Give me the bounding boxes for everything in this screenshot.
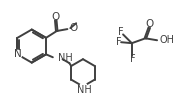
Text: F: F bbox=[116, 37, 122, 47]
Text: O: O bbox=[52, 12, 60, 22]
Text: N: N bbox=[14, 49, 22, 59]
Text: F: F bbox=[118, 27, 124, 37]
Text: OH: OH bbox=[159, 35, 174, 45]
Text: F: F bbox=[130, 54, 136, 64]
Text: NH: NH bbox=[58, 53, 72, 63]
Text: O: O bbox=[145, 19, 153, 29]
Text: O: O bbox=[69, 23, 78, 33]
Text: NH: NH bbox=[77, 85, 91, 95]
